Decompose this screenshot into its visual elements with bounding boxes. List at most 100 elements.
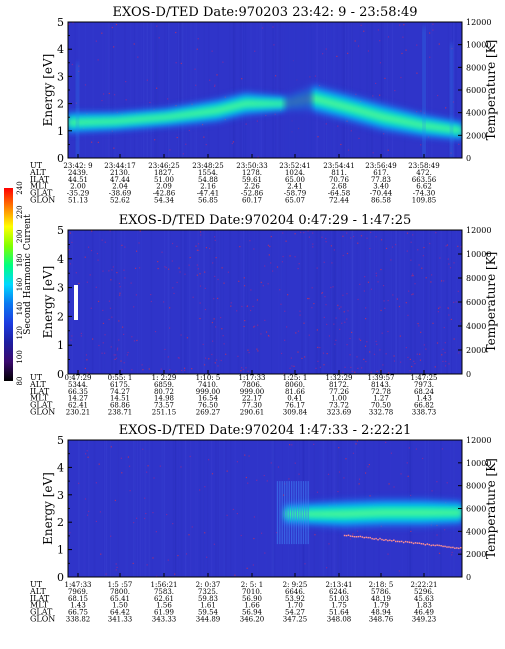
spectrogram-streak bbox=[203, 230, 206, 374]
spectrogram-streak bbox=[120, 230, 123, 374]
noise-dot bbox=[254, 325, 256, 327]
spectrogram-streak bbox=[186, 22, 188, 158]
noise-dot bbox=[303, 322, 305, 324]
noise-dot bbox=[203, 136, 205, 138]
noise-dot bbox=[102, 322, 105, 324]
table-cell: 2.68 bbox=[331, 183, 347, 191]
noise-dot bbox=[453, 338, 455, 340]
noise-dot bbox=[355, 443, 357, 445]
noise-dot bbox=[375, 236, 377, 238]
spectrogram-streak bbox=[242, 22, 244, 158]
noise-dot bbox=[325, 48, 327, 50]
noise-dot bbox=[115, 354, 117, 356]
noise-dot bbox=[449, 267, 452, 269]
noise-dot bbox=[325, 241, 327, 243]
table-cell: 7800. bbox=[110, 588, 130, 596]
noise-dot bbox=[270, 235, 272, 238]
noise-dot bbox=[196, 249, 198, 251]
noise-dot bbox=[156, 25, 158, 27]
table-cell: 61.99 bbox=[154, 609, 174, 617]
noise-dot bbox=[366, 237, 368, 239]
table-cell: 2:22:21 bbox=[411, 581, 438, 589]
noise-dot bbox=[88, 510, 90, 512]
y-right-tick-label: 4000 bbox=[466, 322, 486, 331]
noise-dot bbox=[322, 352, 325, 354]
spectrogram-streak bbox=[319, 230, 322, 374]
noise-dot bbox=[138, 267, 141, 269]
noise-dot bbox=[245, 476, 247, 479]
table-cell: 1554. bbox=[198, 169, 218, 177]
noise-dot bbox=[380, 239, 383, 241]
spectrogram-streak bbox=[168, 22, 170, 158]
noise-dot bbox=[169, 149, 171, 151]
noise-dot bbox=[401, 52, 403, 55]
y-tick-label: 3 bbox=[57, 70, 64, 83]
spectrogram-streak bbox=[124, 230, 126, 374]
noise-dot bbox=[347, 310, 349, 312]
noise-dot bbox=[215, 257, 217, 259]
noise-dot bbox=[385, 247, 388, 250]
noise-dot bbox=[322, 53, 324, 55]
noise-dot bbox=[444, 365, 447, 367]
noise-dot bbox=[159, 465, 161, 467]
table-cell: 47.44 bbox=[110, 176, 131, 184]
noise-dot bbox=[147, 465, 149, 467]
noise-dot bbox=[230, 305, 232, 307]
table-cell: 6859. bbox=[154, 381, 174, 389]
spectrogram-plot-area bbox=[68, 22, 462, 158]
noise-dot bbox=[223, 282, 225, 284]
spectrogram-streak bbox=[87, 440, 90, 577]
table-cell: 72.78 bbox=[371, 388, 391, 396]
trace-dot bbox=[422, 543, 425, 545]
noise-dot bbox=[180, 466, 182, 468]
table-cell: 59.61 bbox=[242, 176, 262, 184]
noise-dot bbox=[257, 350, 259, 352]
noise-dot bbox=[409, 370, 411, 372]
spectrogram-streak bbox=[164, 230, 166, 374]
spectrogram-panel-1: EXOS-D/TED Date:970203 23:42: 9 - 23:58:… bbox=[29, 5, 498, 205]
noise-dot bbox=[134, 267, 137, 269]
noise-dot bbox=[418, 264, 420, 266]
noise-dot bbox=[164, 348, 166, 351]
noise-dot bbox=[411, 275, 413, 277]
noise-dot bbox=[406, 232, 409, 234]
noise-dot bbox=[246, 567, 248, 569]
noise-dot bbox=[282, 255, 284, 258]
table-cell: 7969. bbox=[68, 588, 88, 596]
table-cell: 54.34 bbox=[154, 197, 175, 205]
spectrogram-streak bbox=[307, 230, 309, 374]
noise-dot bbox=[367, 50, 370, 52]
y-right-tick-label: 2000 bbox=[466, 550, 486, 559]
table-cell: 77.30 bbox=[242, 402, 262, 410]
noise-dot bbox=[236, 310, 238, 312]
noise-dot bbox=[342, 235, 344, 237]
noise-dot bbox=[289, 444, 291, 446]
spectrogram-streak bbox=[382, 230, 385, 374]
spectrogram-streak bbox=[209, 230, 212, 374]
trace-dot bbox=[404, 540, 407, 543]
table-cell: 56.94 bbox=[242, 609, 263, 617]
spectrogram-streak bbox=[188, 230, 191, 374]
spectrogram-streak bbox=[203, 22, 205, 158]
noise-dot bbox=[247, 370, 249, 372]
spectrogram-streak bbox=[352, 230, 354, 374]
table-cell: 76.50 bbox=[198, 402, 218, 410]
noise-dot bbox=[383, 300, 385, 302]
colorbar-tick-label: 80 bbox=[16, 377, 24, 386]
spectrogram-streak bbox=[101, 230, 103, 374]
noise-dot bbox=[128, 465, 131, 467]
noise-dot bbox=[307, 297, 309, 300]
spectrogram-background bbox=[68, 22, 462, 158]
band-striation bbox=[293, 481, 295, 545]
noise-dot bbox=[316, 267, 318, 269]
table-cell: 48.94 bbox=[371, 609, 392, 617]
noise-dot bbox=[311, 307, 313, 309]
spectrogram-streak bbox=[435, 230, 438, 374]
table-cell: 3.40 bbox=[373, 183, 389, 191]
noise-dot bbox=[437, 307, 440, 309]
table-cell: 2.09 bbox=[156, 183, 172, 191]
spectrogram-streak bbox=[350, 22, 353, 158]
noise-dot bbox=[145, 512, 147, 515]
trace-dot bbox=[379, 537, 381, 540]
noise-dot bbox=[326, 353, 328, 355]
